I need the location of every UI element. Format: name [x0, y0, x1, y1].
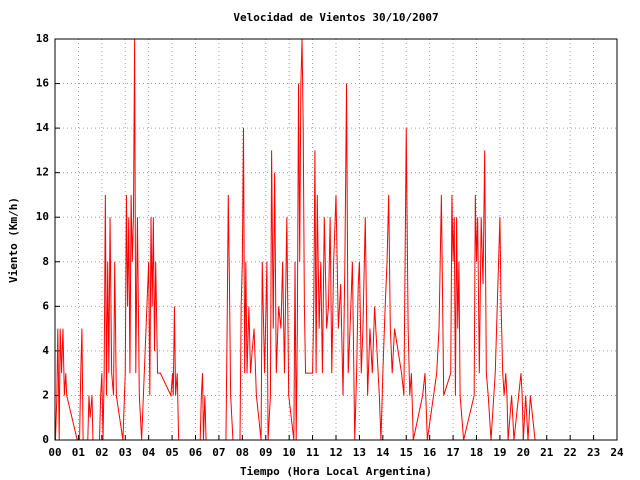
- x-tick-label: 08: [236, 446, 249, 459]
- y-tick-label: 0: [42, 433, 49, 446]
- plot-border: [54, 38, 618, 441]
- x-tick-label: 18: [470, 446, 483, 459]
- x-tick-label: 06: [189, 446, 203, 459]
- x-tick-label: 13: [353, 446, 366, 459]
- y-tick-label: 4: [42, 344, 49, 357]
- x-tick-label: 15: [400, 446, 413, 459]
- x-tick-label: 00: [48, 446, 61, 459]
- x-tick-label: 09: [259, 446, 272, 459]
- x-tick-label: 19: [493, 446, 506, 459]
- x-tick-label: 10: [283, 446, 296, 459]
- y-tick-label: 8: [42, 255, 49, 268]
- x-tick-label: 16: [423, 446, 437, 459]
- x-tick-label: 22: [564, 446, 577, 459]
- y-axis-label: Viento (Km/h): [7, 197, 20, 283]
- y-tick-label: 10: [36, 210, 49, 223]
- x-tick-label: 04: [142, 446, 156, 459]
- y-tick-label: 6: [42, 299, 49, 312]
- x-tick-label: 14: [376, 446, 390, 459]
- x-tick-label: 21: [540, 446, 554, 459]
- x-tick-label: 02: [95, 446, 108, 459]
- y-tick-label: 18: [36, 32, 49, 45]
- y-tick-label: 16: [36, 77, 50, 90]
- x-tick-label: 01: [72, 446, 86, 459]
- x-tick-label: 05: [165, 446, 178, 459]
- x-tick-label: 12: [329, 446, 342, 459]
- y-tick-label: 14: [36, 121, 50, 134]
- x-tick-label: 07: [212, 446, 225, 459]
- x-tick-label: 17: [446, 446, 459, 459]
- chart-title: Velocidad de Vientos 30/10/2007: [233, 11, 438, 24]
- x-tick-label: 11: [306, 446, 320, 459]
- x-axis-label: Tiempo (Hora Local Argentina): [240, 465, 432, 478]
- x-tick-label: 03: [119, 446, 132, 459]
- x-tick-label: 24: [610, 446, 624, 459]
- x-tick-label: 23: [587, 446, 600, 459]
- y-tick-label: 2: [42, 388, 49, 401]
- y-tick-label: 12: [36, 166, 49, 179]
- x-tick-label: 20: [517, 446, 530, 459]
